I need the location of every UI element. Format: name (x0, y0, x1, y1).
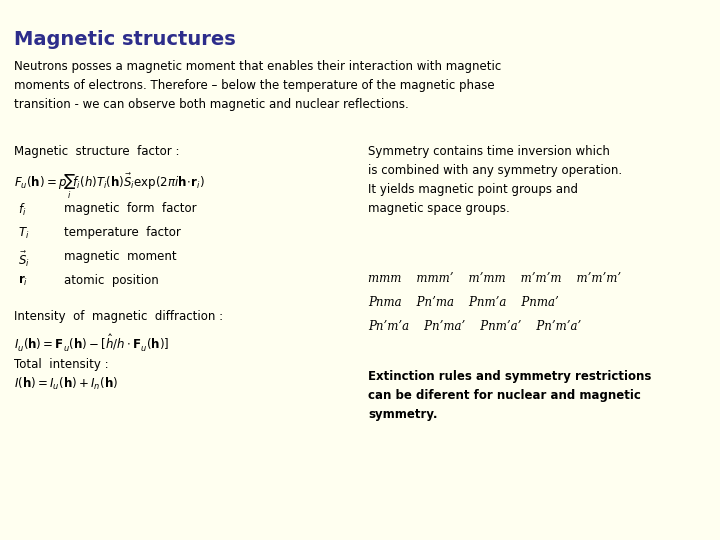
Text: mmm    mmm’    m’mm    m’m’m    m’m’m’: mmm mmm’ m’mm m’m’m m’m’m’ (368, 272, 621, 285)
Text: $f_i$: $f_i$ (18, 202, 27, 218)
Text: Symmetry contains time inversion which
is combined with any symmetry operation.
: Symmetry contains time inversion which i… (368, 145, 622, 215)
Text: $\vec{S}_i$: $\vec{S}_i$ (18, 250, 30, 269)
Text: Extinction rules and symmetry restrictions
can be diferent for nuclear and magne: Extinction rules and symmetry restrictio… (368, 370, 652, 421)
Text: temperature  factor: temperature factor (64, 226, 181, 239)
Text: $\mathbf{r}_i$: $\mathbf{r}_i$ (18, 274, 28, 288)
Text: magnetic  form  factor: magnetic form factor (64, 202, 197, 215)
Text: $F_u(\mathbf{h})=p\!\sum_i\!f_i(h)T_i(\mathbf{h})\vec{S}_i\exp(2\pi i\mathbf{h}\: $F_u(\mathbf{h})=p\!\sum_i\!f_i(h)T_i(\m… (14, 172, 204, 201)
Text: Magnetic  structure  factor :: Magnetic structure factor : (14, 145, 179, 158)
Text: Magnetic structures: Magnetic structures (14, 30, 235, 49)
Text: $T_i$: $T_i$ (18, 226, 30, 241)
Text: atomic  position: atomic position (64, 274, 158, 287)
Text: Pnma    Pn’ma    Pnm’a    Pnma’: Pnma Pn’ma Pnm’a Pnma’ (368, 296, 559, 309)
Text: magnetic  moment: magnetic moment (64, 250, 176, 263)
Text: Intensity  of  magnetic  diffraction :: Intensity of magnetic diffraction : (14, 310, 223, 323)
Text: Neutrons posses a magnetic moment that enables their interaction with magnetic
m: Neutrons posses a magnetic moment that e… (14, 60, 501, 111)
Text: $I_u(\mathbf{h})=\mathbf{F}_u(\mathbf{h})-[\hat{h}/h\cdot\mathbf{F}_u(\mathbf{h}: $I_u(\mathbf{h})=\mathbf{F}_u(\mathbf{h}… (14, 333, 169, 354)
Text: Total  intensity :: Total intensity : (14, 358, 109, 371)
Text: $I(\mathbf{h})=I_u(\mathbf{h})+I_n(\mathbf{h})$: $I(\mathbf{h})=I_u(\mathbf{h})+I_n(\math… (14, 376, 118, 392)
Text: Pn’m’a    Pn’ma’    Pnm’a’    Pn’m’a’: Pn’m’a Pn’ma’ Pnm’a’ Pn’m’a’ (368, 320, 581, 333)
